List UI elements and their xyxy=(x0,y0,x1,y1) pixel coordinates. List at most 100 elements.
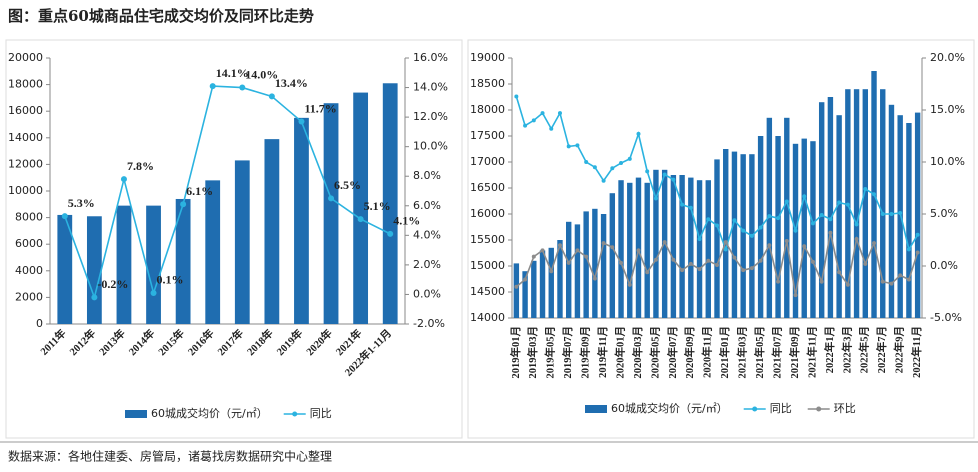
y-tick-label: 18500 xyxy=(470,77,505,90)
line-marker xyxy=(636,248,641,253)
line-marker xyxy=(723,247,728,252)
y-tick-label: 15500 xyxy=(470,233,505,246)
line-marker xyxy=(592,165,597,170)
line-marker xyxy=(837,270,842,275)
y2-tick-label: 5.0% xyxy=(930,207,958,220)
bar xyxy=(600,214,607,318)
line-marker xyxy=(610,245,615,250)
line-marker xyxy=(715,223,719,228)
y-tick-label: 17500 xyxy=(470,129,505,142)
line-marker xyxy=(514,284,519,289)
line-marker xyxy=(680,268,685,273)
line-marker xyxy=(61,213,68,220)
line-marker xyxy=(732,218,737,223)
line xyxy=(64,85,391,301)
line-marker xyxy=(268,93,275,100)
x-tick-label: 2021年03月 xyxy=(736,326,749,379)
line-marker xyxy=(802,244,807,249)
bar xyxy=(627,182,633,318)
y2-tick-label: 6.0% xyxy=(413,199,441,212)
y2-tick-label: 15.0% xyxy=(930,103,965,116)
line-marker xyxy=(636,131,641,136)
x-tick-label: 2019年11月 xyxy=(596,326,609,378)
line-marker xyxy=(741,228,746,233)
line-marker xyxy=(915,232,920,237)
line-marker xyxy=(688,205,693,210)
line-marker xyxy=(540,248,545,253)
bar xyxy=(86,216,102,324)
x-tick-label: 2020年11月 xyxy=(701,326,714,378)
line-marker xyxy=(915,250,920,255)
line-marker xyxy=(91,294,98,301)
line-marker xyxy=(784,239,789,244)
bar xyxy=(548,247,554,318)
y-tick-label: 16500 xyxy=(470,181,505,194)
data-label: 13.4% xyxy=(275,76,308,90)
line-marker xyxy=(872,192,877,197)
line-marker xyxy=(758,225,763,230)
bar xyxy=(705,180,711,318)
bar xyxy=(592,208,598,318)
line-marker xyxy=(120,176,127,183)
line-marker xyxy=(880,212,885,216)
line-marker xyxy=(531,254,536,259)
x-tick-label: 2021年05月 xyxy=(753,326,766,379)
bar xyxy=(897,115,903,318)
bar xyxy=(731,151,738,318)
line-marker xyxy=(793,228,798,233)
line-marker xyxy=(767,214,772,219)
y-tick-label: 20000 xyxy=(8,51,43,64)
y2-tick-label: -2.0% xyxy=(413,317,445,330)
y2-tick-label: -5.0% xyxy=(930,311,962,324)
y2-tick-label: 10.0% xyxy=(930,155,965,168)
legend-label: 同比 xyxy=(770,402,792,415)
bar xyxy=(670,175,677,318)
bar xyxy=(609,193,616,318)
y-tick-label: 19000 xyxy=(470,51,505,64)
data-label: 7.8% xyxy=(127,159,154,173)
bar xyxy=(853,89,860,318)
y2-tick-label: 4.0% xyxy=(413,228,441,241)
x-tick-label: 2020年07月 xyxy=(666,326,679,379)
y2-tick-label: 16.0% xyxy=(413,51,448,64)
x-tick-label: 2020年03月 xyxy=(631,326,644,379)
x-tick-label: 2020年01月 xyxy=(613,326,626,379)
y2-tick-label: 0.0% xyxy=(930,259,958,272)
bar xyxy=(679,175,685,318)
y-tick-label: 18000 xyxy=(8,78,43,91)
line-marker xyxy=(906,277,911,282)
line-marker xyxy=(854,236,859,241)
y-tick-label: 6000 xyxy=(15,237,43,250)
line-marker xyxy=(239,84,246,91)
x-tick-label: 2022年7月 xyxy=(875,326,888,373)
data-label: 5.3% xyxy=(68,196,95,210)
line-marker xyxy=(610,166,615,171)
line-marker xyxy=(906,247,911,252)
bar xyxy=(740,154,746,318)
line-marker xyxy=(784,199,789,204)
x-tick-label: 2022年9月 xyxy=(893,326,906,373)
bar xyxy=(688,177,694,318)
bar xyxy=(696,180,703,318)
line-marker xyxy=(776,216,781,221)
bar xyxy=(353,92,369,324)
bar xyxy=(888,104,895,318)
line-marker xyxy=(776,279,781,284)
line-marker xyxy=(680,202,685,207)
bar xyxy=(618,180,624,318)
bar xyxy=(653,169,659,318)
line-marker xyxy=(209,83,216,90)
bar xyxy=(557,240,563,318)
line-marker xyxy=(180,201,187,208)
line-marker xyxy=(523,277,528,282)
line-marker xyxy=(863,261,868,266)
line-marker xyxy=(819,279,824,284)
legend-label: 同比 xyxy=(310,407,332,420)
x-tick-label: 2019年01月 xyxy=(509,326,522,379)
bar xyxy=(810,141,816,318)
line-marker xyxy=(627,282,632,287)
line-marker xyxy=(819,213,824,218)
legend-marker xyxy=(292,411,298,417)
y-tick-label: 14000 xyxy=(8,131,43,144)
line-marker xyxy=(793,293,798,298)
